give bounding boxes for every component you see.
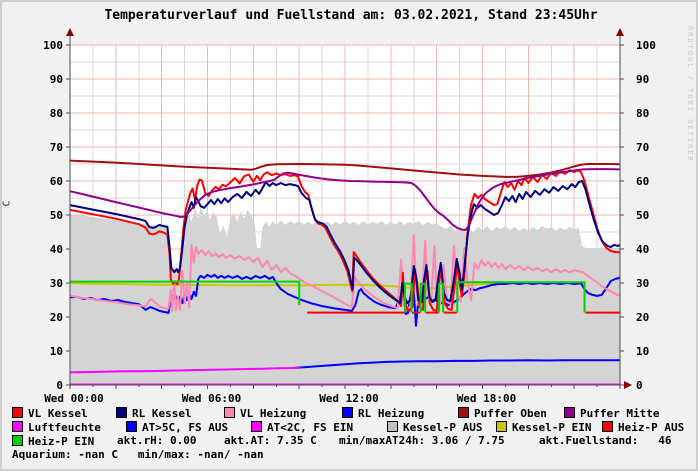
series-puffer-oben [69, 159, 621, 178]
series-heiz-p-ein [70, 280, 301, 306]
y-tick-label-right: 100 [636, 39, 656, 52]
y-tick-label-left: 10 [50, 345, 63, 358]
series-kessel-p-aus [70, 206, 620, 385]
series-at-2c-fs-ein [69, 366, 300, 374]
x-tick-label: Wed 18:00 [457, 392, 517, 405]
y-axis-arrow-right [616, 28, 624, 36]
y-tick-label-right: 30 [636, 277, 649, 290]
series-puffer-mitte [69, 168, 621, 231]
y-tick-label-left: 0 [56, 379, 63, 392]
series-heiz-p-ein [456, 281, 586, 313]
x-tick-label: Wed 12:00 [319, 392, 379, 405]
y-tick-label-right: 0 [636, 379, 643, 392]
y-tick-label-left: 30 [50, 277, 63, 290]
y-tick-label-right: 10 [636, 345, 649, 358]
y-tick-label-left: 40 [50, 243, 63, 256]
series-rl-kessel [69, 180, 621, 305]
x-tick-label: Wed 06:00 [182, 392, 242, 405]
y-tick-label-left: 60 [50, 175, 63, 188]
y-tick-label-left: 100 [43, 39, 63, 52]
x-tick-label: Wed 00:00 [44, 392, 104, 405]
y-tick-label-left: 70 [50, 141, 63, 154]
y-tick-label-left: 90 [50, 73, 63, 86]
series-heiz-p-ein [438, 282, 445, 313]
y-tick-label-left: 80 [50, 107, 63, 120]
y-tick-label-right: 40 [636, 243, 649, 256]
rrdtool-watermark: RRDTOOL / TOBI OETIKER [686, 26, 694, 163]
y-tick-label-right: 20 [636, 311, 649, 324]
graph-title: Temperaturverlauf und Fuellstand am: 03.… [104, 8, 598, 23]
y-tick-label-left: 50 [50, 209, 63, 222]
y-tick-label-right: 80 [636, 107, 649, 120]
series-heiz-p-ein [419, 282, 427, 313]
y-tick-label-right: 70 [636, 141, 649, 154]
series-at-5c-fs-aus [292, 359, 620, 369]
y-tick-label-right: 60 [636, 175, 649, 188]
x-axis-arrow [624, 381, 632, 389]
series-heiz-p-ein [404, 282, 413, 313]
y-tick-label-left: 20 [50, 311, 63, 324]
y-axis-arrow-left [66, 28, 74, 36]
series-vl-heizung [69, 234, 621, 312]
y-tick-label-right: 90 [636, 73, 649, 86]
y-tick-label-right: 50 [636, 209, 649, 222]
